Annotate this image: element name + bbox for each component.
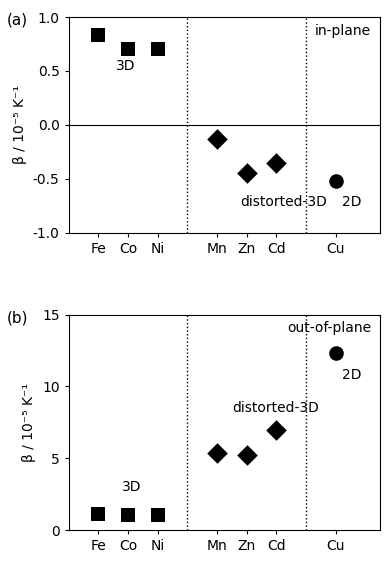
Point <box>273 158 279 167</box>
Text: 3D: 3D <box>122 480 142 494</box>
Text: out-of-plane: out-of-plane <box>287 321 371 335</box>
Text: 2D: 2D <box>342 368 361 382</box>
Point <box>125 45 131 54</box>
Point <box>332 176 339 185</box>
Text: (a): (a) <box>6 13 27 28</box>
Point <box>154 45 161 54</box>
Point <box>154 511 161 520</box>
Y-axis label: β / 10⁻⁵ K⁻¹: β / 10⁻⁵ K⁻¹ <box>22 383 36 462</box>
Point <box>95 31 102 40</box>
Point <box>273 425 279 434</box>
Point <box>214 135 220 144</box>
Point <box>332 349 339 358</box>
Point <box>125 511 131 520</box>
Y-axis label: β / 10⁻⁵ K⁻¹: β / 10⁻⁵ K⁻¹ <box>13 86 27 164</box>
Text: 3D: 3D <box>116 59 136 72</box>
Text: in-plane: in-plane <box>315 23 371 38</box>
Point <box>214 448 220 457</box>
Point <box>95 510 102 519</box>
Text: distorted-3D: distorted-3D <box>232 401 319 415</box>
Point <box>243 451 250 460</box>
Text: (b): (b) <box>6 310 28 325</box>
Point <box>243 169 250 178</box>
Text: 2D: 2D <box>342 196 361 209</box>
Text: distorted-3D: distorted-3D <box>241 196 328 209</box>
